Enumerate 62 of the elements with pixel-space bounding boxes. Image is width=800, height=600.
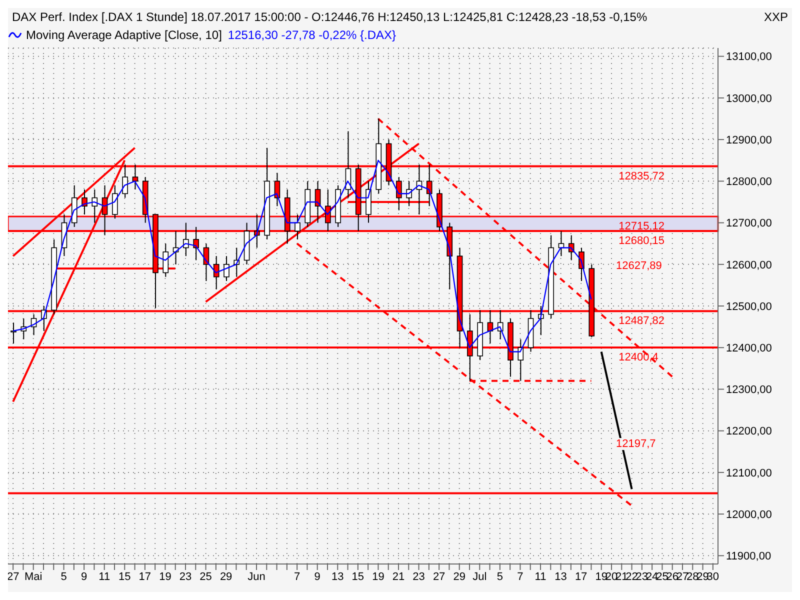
- chart-title: DAX Perf. Index [.DAX 1 Stunde] 18.07.2017 15:00:00 - O:12446,76 H:12450,13 L:12425,81 C:12428,23 -18,53 -0,15%: [12, 10, 648, 24]
- x-tick-label: 13: [554, 570, 567, 583]
- x-tick-label: 17: [138, 570, 152, 583]
- y-tick-label: 12800,00: [726, 176, 772, 188]
- x-tick-label: 15: [118, 570, 131, 583]
- y-axis-title: XXP: [764, 10, 788, 24]
- x-tick-label: 19: [595, 570, 608, 583]
- band-label: 12715,12: [618, 220, 664, 232]
- x-tick-label: 23: [412, 570, 425, 583]
- ref-line-label: 12487,82: [618, 315, 664, 328]
- x-tick-label: 29: [453, 570, 466, 583]
- text: 12516,30 -27,78 -0,22% {.DAX}: [228, 28, 396, 42]
- x-tick-label: 9: [314, 570, 320, 583]
- x-tick-label: 25: [200, 570, 212, 583]
- x-tick-label: 7: [517, 570, 524, 583]
- x-tick-label: 5: [496, 570, 503, 583]
- legend-label: Moving Average Adaptive [Close, 10]: [26, 28, 222, 42]
- y-tick-label: 12700,00: [726, 218, 772, 230]
- y-tick-label: 12200,00: [726, 426, 772, 438]
- x-tick-label: 21: [392, 570, 405, 583]
- y-tick-label: 12500,00: [726, 300, 772, 313]
- x-tick-label: 11: [98, 570, 110, 583]
- x-tick-label: 22: [626, 570, 638, 583]
- x-tick-label: 29: [220, 570, 232, 583]
- y-tick-label: 12100,00: [726, 467, 772, 480]
- x-tick-label: 20: [605, 570, 618, 583]
- x-tick-label: 30: [706, 570, 720, 583]
- y-tick-label: 12600,00: [726, 259, 772, 272]
- x-tick-label: 27: [432, 570, 446, 583]
- x-tick-label: 29: [696, 570, 709, 583]
- x-tick-label: 19: [372, 570, 384, 583]
- y-tick-label: 13000,00: [726, 92, 772, 105]
- ref-line-label: 12400,4: [618, 351, 658, 364]
- x-tick-label: 24: [646, 570, 658, 583]
- y-tick-label: 12400,00: [726, 342, 772, 355]
- x-tick-label: Mai: [24, 570, 42, 583]
- annotation: 12197,7: [614, 438, 658, 450]
- y-tick-label: 12300,00: [726, 384, 772, 396]
- x-tick-label: 19: [159, 570, 172, 583]
- x-tick-label: 5: [60, 570, 67, 583]
- x-tick-label: 7: [294, 570, 300, 583]
- x-tick-label: 26: [666, 570, 678, 583]
- y-tick-label: 11900,00: [726, 550, 772, 563]
- x-tick-label: 15: [352, 570, 364, 583]
- x-tick-label: 27: [676, 570, 689, 583]
- annotation: 12627,89: [614, 260, 664, 272]
- x-tick-label: 21: [616, 570, 628, 583]
- ref-line-label: 12835,72: [618, 170, 664, 182]
- x-tick-label: 23: [179, 570, 192, 583]
- x-tick-label: 11: [534, 570, 546, 583]
- x-tick-label: 23: [636, 570, 648, 583]
- y-tick-label: 12000,00: [726, 508, 772, 521]
- y-tick-label: 12900,00: [726, 134, 772, 146]
- x-tick-label: 9: [81, 570, 88, 583]
- ref-line-label: 12680,15: [618, 235, 664, 248]
- x-tick-label: 25: [656, 570, 668, 583]
- x-tick-label: 17: [574, 570, 588, 583]
- x-tick-label: Jul: [472, 570, 487, 583]
- x-tick-label: 13: [332, 570, 344, 583]
- x-tick-label: Jun: [248, 570, 266, 583]
- y-tick-label: 13100,00: [726, 51, 772, 64]
- x-tick-label: 28: [686, 570, 699, 583]
